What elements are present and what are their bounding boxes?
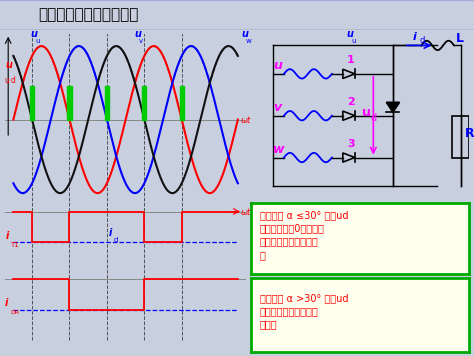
Text: u: u xyxy=(346,29,354,39)
Text: 电感性负载加续流二极管: 电感性负载加续流二极管 xyxy=(38,7,138,23)
Text: 3: 3 xyxy=(347,138,355,149)
Text: i: i xyxy=(412,32,417,42)
Text: u: u xyxy=(134,29,141,39)
Text: d: d xyxy=(370,113,376,123)
Text: L: L xyxy=(456,32,464,45)
Text: u: u xyxy=(31,29,37,39)
Text: R: R xyxy=(465,127,474,141)
Text: u: u xyxy=(6,59,13,69)
Text: d: d xyxy=(419,36,425,45)
Text: ωt: ωt xyxy=(241,208,252,216)
Text: u: u xyxy=(351,38,356,44)
Bar xyxy=(105,86,109,120)
Text: u: u xyxy=(241,29,248,39)
Text: DR: DR xyxy=(10,310,19,315)
Text: ωt: ωt xyxy=(241,116,252,125)
Text: w: w xyxy=(246,38,251,44)
Bar xyxy=(142,86,146,120)
Bar xyxy=(452,116,469,157)
Text: u: u xyxy=(273,59,282,72)
Text: 电阻负载 α >30° 时，ud
断续，续流二极管起续
流作用: 电阻负载 α >30° 时，ud 断续，续流二极管起续 流作用 xyxy=(260,293,348,330)
Polygon shape xyxy=(386,102,400,112)
Text: T1: T1 xyxy=(10,242,18,248)
Bar xyxy=(180,86,184,120)
Text: v: v xyxy=(273,101,281,114)
Text: u: u xyxy=(5,76,9,85)
Bar xyxy=(67,86,72,120)
Text: i: i xyxy=(5,298,8,309)
Text: d: d xyxy=(11,76,16,85)
Text: w: w xyxy=(273,142,284,156)
Text: u: u xyxy=(35,38,39,44)
Text: u: u xyxy=(363,106,371,119)
Bar xyxy=(30,86,34,120)
Text: 电阻负载 α ≤30° 时，ud
连续且均大于0，续流二
极管承受反压而不起作
用: 电阻负载 α ≤30° 时，ud 连续且均大于0，续流二 极管承受反压而不起作 … xyxy=(260,210,348,260)
Text: 2: 2 xyxy=(347,97,355,107)
Text: i: i xyxy=(109,228,112,238)
Text: d: d xyxy=(113,237,118,243)
Text: 1: 1 xyxy=(347,55,355,65)
Text: i: i xyxy=(6,231,9,241)
Text: v: v xyxy=(138,38,143,44)
